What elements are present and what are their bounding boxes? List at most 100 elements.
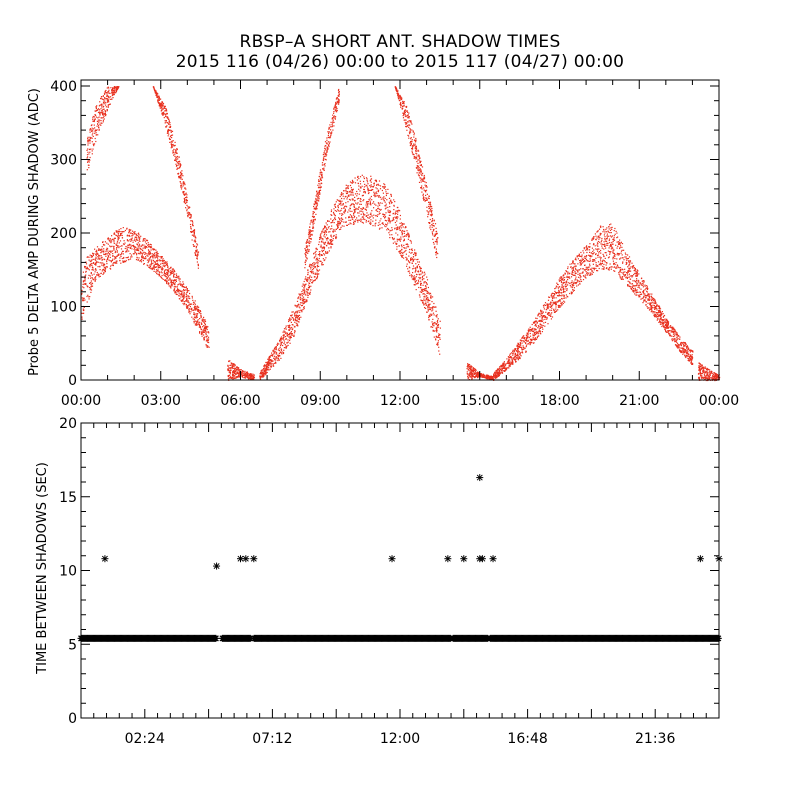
top-data-point	[419, 278, 421, 280]
top-data-point	[435, 315, 437, 317]
top-data-point	[324, 243, 326, 245]
top-data-point	[312, 262, 314, 265]
top-data-point	[435, 238, 438, 240]
top-data-point	[408, 255, 410, 257]
top-data-point	[90, 129, 92, 131]
top-data-point	[337, 223, 339, 225]
top-data-point	[194, 239, 196, 241]
top-data-point	[176, 156, 178, 158]
top-data-point	[166, 125, 168, 127]
top-data-point	[338, 228, 341, 231]
top-data-point	[264, 364, 266, 366]
top-data-point	[414, 253, 416, 255]
top-data-point	[156, 94, 158, 96]
top-data-point	[111, 250, 113, 252]
top-data-point	[188, 310, 190, 312]
top-data-point	[402, 102, 404, 104]
top-data-point	[84, 279, 86, 281]
top-data-point	[410, 242, 412, 244]
top-data-point	[197, 310, 199, 312]
top-data-point	[99, 123, 101, 125]
top-data-point	[110, 246, 112, 248]
top-data-point	[357, 221, 359, 223]
top-data-point	[408, 251, 410, 253]
top-data-point	[332, 119, 334, 121]
top-data-point	[315, 199, 317, 201]
top-data-point	[101, 122, 103, 124]
top-data-point	[110, 251, 112, 254]
top-data-point	[91, 263, 93, 265]
top-data-point	[401, 234, 403, 236]
top-data-point	[395, 87, 397, 89]
top-data-point	[107, 99, 109, 101]
top-data-point	[404, 227, 406, 229]
top-data-point	[297, 297, 299, 300]
top-data-point	[238, 374, 240, 376]
top-data-point	[195, 308, 197, 310]
top-data-point	[307, 289, 309, 291]
top-data-point	[204, 322, 206, 325]
top-data-point	[416, 274, 418, 276]
top-data-point	[95, 278, 97, 280]
top-data-point	[291, 329, 293, 331]
top-data-point	[390, 195, 392, 197]
top-data-point	[121, 231, 124, 233]
top-data-point	[186, 297, 188, 299]
top-data-point	[128, 246, 130, 249]
top-data-point	[277, 349, 279, 351]
top-data-point	[419, 291, 421, 293]
top-data-point	[337, 95, 339, 97]
top-data-point	[367, 202, 369, 205]
top-data-point	[298, 318, 300, 321]
top-data-point	[415, 254, 417, 256]
top-data-point	[339, 210, 341, 212]
top-data-point	[407, 238, 409, 240]
top-data-point	[165, 108, 167, 110]
top-data-point	[117, 238, 119, 240]
top-data-point	[136, 235, 138, 237]
top-data-point	[332, 238, 334, 240]
top-data-point	[86, 149, 88, 151]
top-data-point	[336, 107, 338, 110]
top-data-point	[155, 91, 157, 93]
top-data-point	[193, 234, 195, 236]
top-data-point	[425, 307, 427, 309]
top-data-point	[165, 120, 167, 122]
top-data-point	[98, 127, 100, 129]
top-data-point	[308, 292, 310, 294]
top-data-point	[126, 248, 128, 250]
top-data-point	[106, 253, 108, 255]
top-data-point	[103, 263, 105, 265]
top-data-point	[289, 325, 291, 327]
top-data-point	[407, 232, 409, 234]
top-data-point	[276, 344, 278, 346]
top-data-point	[431, 226, 433, 228]
top-data-point	[425, 186, 427, 188]
top-data-point	[433, 330, 435, 332]
top-data-point	[86, 268, 88, 270]
top-data-point	[363, 199, 365, 201]
top-data-point	[200, 313, 202, 315]
top-data-point	[89, 282, 91, 284]
top-data-point	[357, 182, 359, 184]
top-data-point	[323, 158, 325, 160]
top-data-point	[250, 374, 252, 376]
top-data-point	[136, 254, 138, 256]
top-data-point	[353, 220, 355, 222]
top-data-point	[281, 338, 283, 340]
top-data-point	[94, 263, 96, 265]
top-data-point	[318, 273, 320, 275]
top-data-point	[108, 89, 110, 91]
top-data-point	[232, 370, 234, 372]
top-data-point	[267, 362, 269, 364]
top-data-point	[250, 375, 252, 377]
top-data-point	[328, 144, 330, 146]
top-data-point	[345, 217, 347, 219]
top-data-point	[91, 277, 93, 279]
top-data-point	[291, 317, 293, 319]
top-data-point	[314, 267, 316, 269]
top-data-point	[169, 270, 171, 272]
top-data-point	[283, 330, 285, 332]
top-data-point	[432, 296, 434, 298]
